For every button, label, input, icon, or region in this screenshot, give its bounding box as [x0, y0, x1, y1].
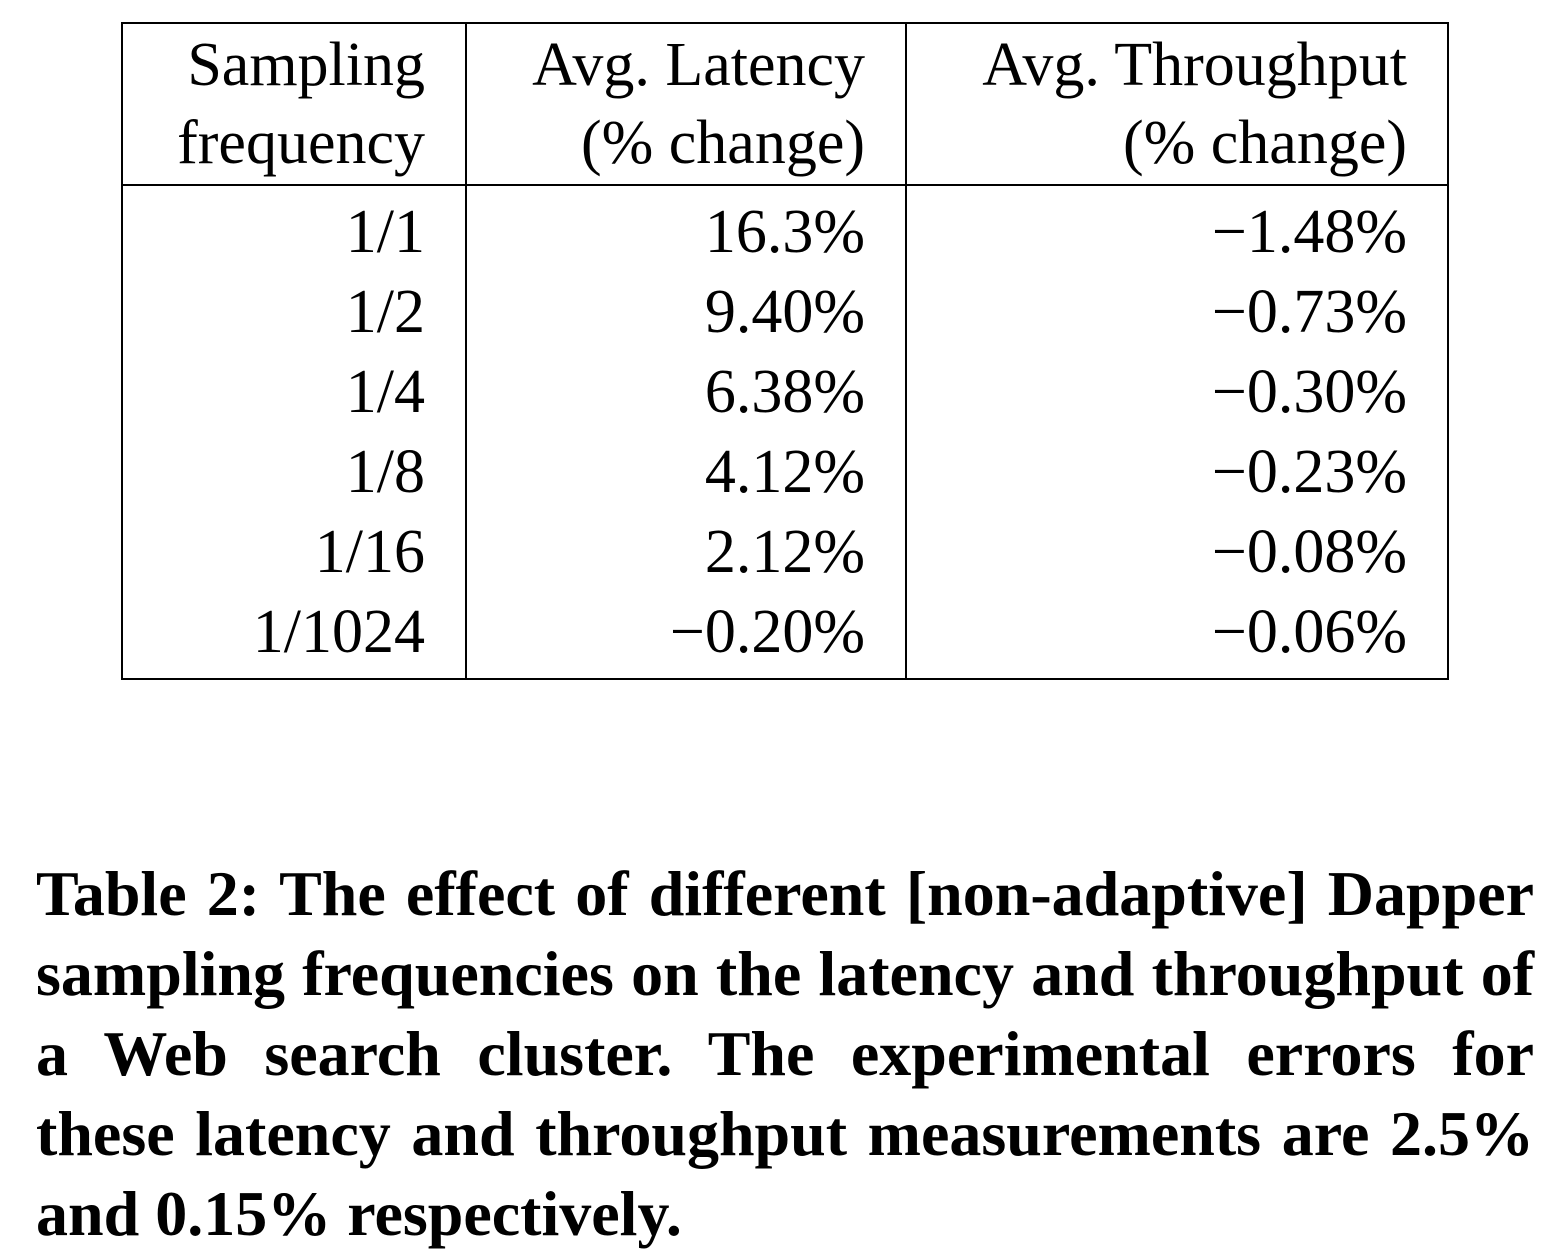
table-row: 1/8 4.12% −0.23%	[121, 432, 1449, 512]
header-avg-throughput-line1: Avg. Throughput	[982, 31, 1407, 99]
table-row: 1/2 9.40% −0.73%	[121, 272, 1449, 352]
table-row: 1/16 2.12% −0.08%	[121, 512, 1449, 592]
cell-throughput: −0.08%	[905, 512, 1449, 592]
table-row: 1/1 16.3% −1.48%	[121, 185, 1449, 272]
header-sampling-frequency: Sampling frequency	[121, 22, 467, 186]
header-avg-latency-line1: Avg. Latency	[532, 31, 865, 99]
header-avg-throughput: Avg. Throughput (% change)	[905, 22, 1449, 186]
header-avg-latency-line2: (% change)	[581, 109, 865, 177]
cell-frequency: 1/2	[121, 272, 467, 352]
cell-latency: 9.40%	[465, 272, 907, 352]
header-sampling-frequency-line2: frequency	[177, 109, 425, 177]
table-row: 1/4 6.38% −0.30%	[121, 352, 1449, 432]
cell-latency: −0.20%	[465, 592, 907, 680]
results-table-container: Sampling frequency Avg. Latency (% chang…	[121, 22, 1449, 680]
header-avg-latency: Avg. Latency (% change)	[465, 22, 907, 186]
table-row: 1/1024 −0.20% −0.06%	[121, 592, 1449, 680]
sampling-results-table: Sampling frequency Avg. Latency (% chang…	[121, 22, 1449, 680]
cell-frequency: 1/1024	[121, 592, 467, 680]
table-caption: Table 2: The effect of different [non-ad…	[36, 858, 1534, 1249]
header-sampling-frequency-line1: Sampling	[187, 31, 425, 99]
cell-frequency: 1/8	[121, 432, 467, 512]
cell-frequency: 1/4	[121, 352, 467, 432]
cell-latency: 6.38%	[465, 352, 907, 432]
cell-throughput: −1.48%	[905, 185, 1449, 272]
cell-throughput: −0.30%	[905, 352, 1449, 432]
cell-throughput: −0.06%	[905, 592, 1449, 680]
cell-latency: 4.12%	[465, 432, 907, 512]
table-header-row: Sampling frequency Avg. Latency (% chang…	[121, 22, 1449, 186]
cell-throughput: −0.73%	[905, 272, 1449, 352]
cell-throughput: −0.23%	[905, 432, 1449, 512]
cell-latency: 2.12%	[465, 512, 907, 592]
cell-frequency: 1/1	[121, 185, 467, 272]
cell-latency: 16.3%	[465, 185, 907, 272]
header-avg-throughput-line2: (% change)	[1123, 109, 1407, 177]
cell-frequency: 1/16	[121, 512, 467, 592]
